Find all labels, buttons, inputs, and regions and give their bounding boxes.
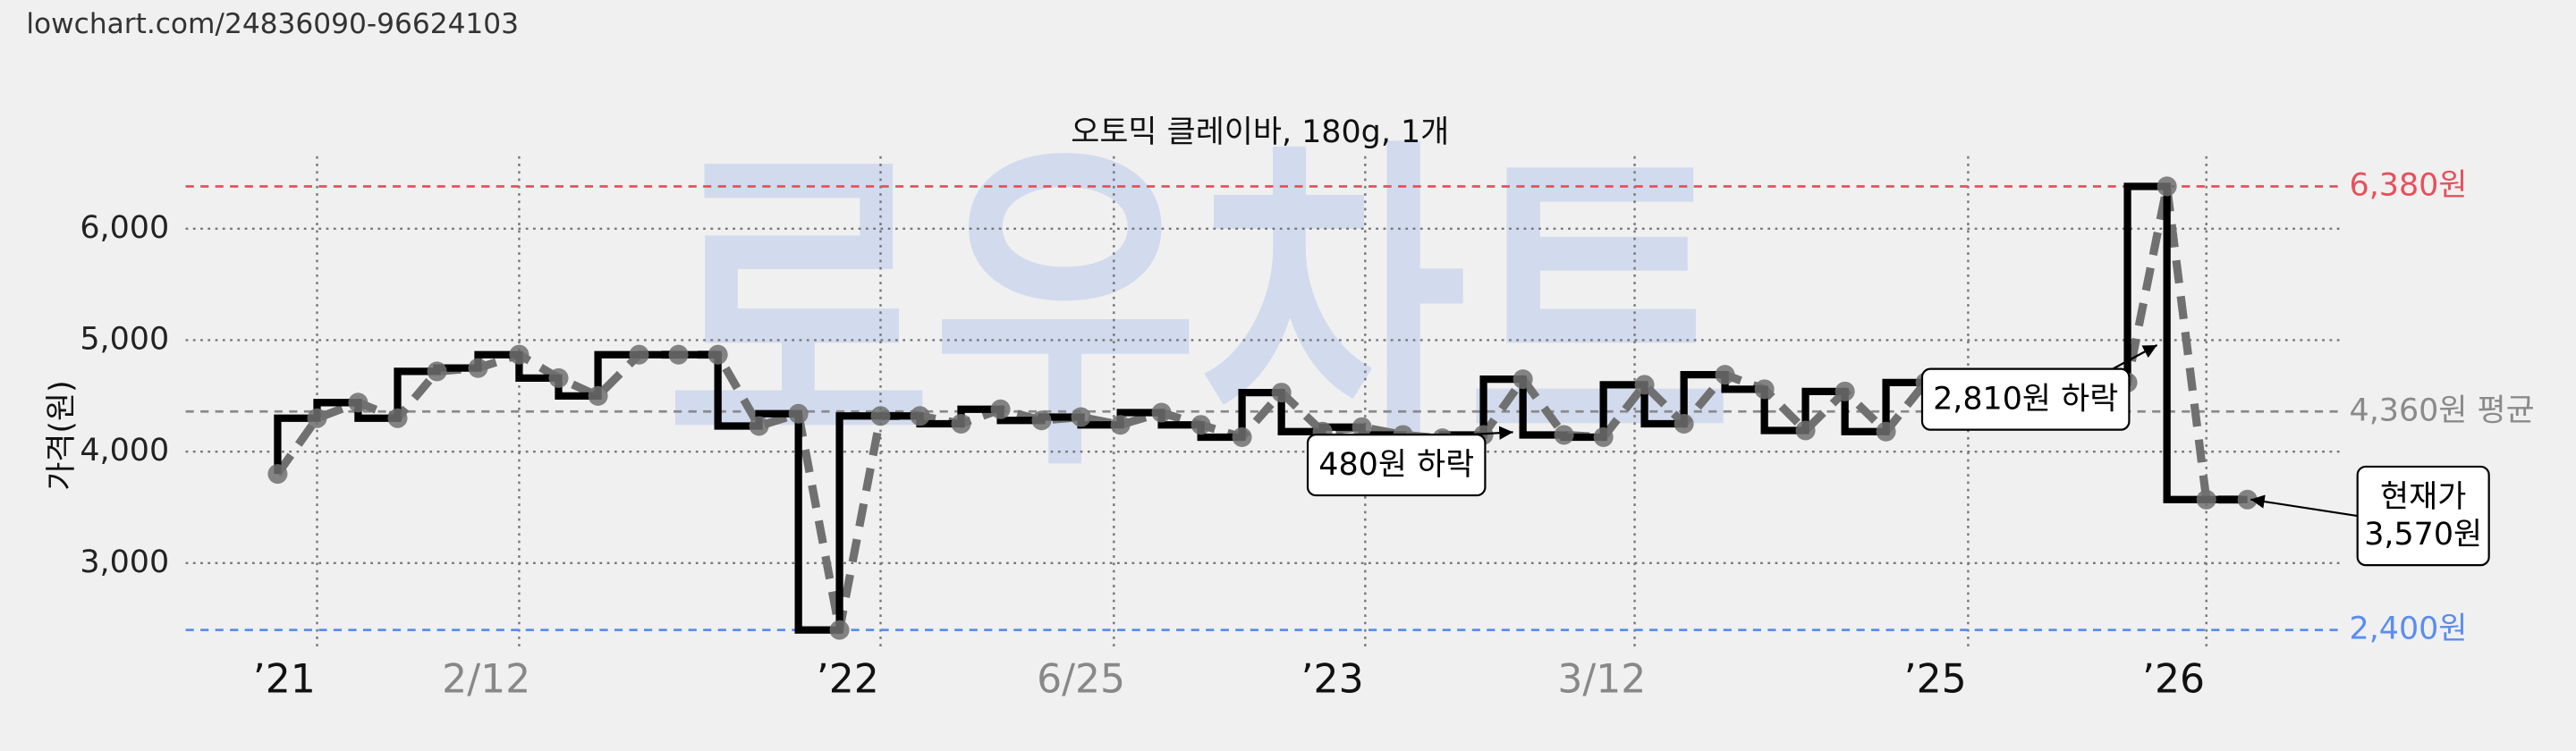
y-axis-label: 가격(원) [44, 380, 80, 490]
watermark: 로우차트 [665, 111, 1733, 512]
annotation-text: 3,570원 [2364, 517, 2482, 553]
price-point [1271, 383, 1292, 403]
annotation-arrow [2250, 494, 2358, 518]
price-point [548, 367, 569, 388]
price-point [2196, 489, 2216, 510]
price-point [348, 392, 369, 413]
chart-title: 오토믹 클레이바, 180g, 1개 [1071, 114, 1449, 150]
annotation: 2,810원 하락 [1920, 344, 2158, 431]
price-point [267, 464, 288, 485]
annotation-text: 2,810원 하락 [1933, 382, 2118, 418]
annotation-box [1306, 434, 1487, 497]
price-point [1795, 420, 1816, 441]
reference-label: 6,380원 [2350, 167, 2468, 203]
y-tick-label: 5,000 [80, 321, 169, 357]
price-point [1110, 415, 1131, 435]
price-point [629, 344, 649, 365]
price-point [910, 406, 930, 426]
price-point [2157, 176, 2177, 197]
y-tick-label: 6,000 [80, 210, 169, 246]
x-tick-label: ’21 [253, 657, 316, 703]
price-point [588, 385, 608, 406]
y-tick-label: 4,000 [80, 433, 169, 468]
price-point [1593, 426, 1614, 447]
price-point [829, 620, 850, 640]
price-point [1634, 375, 1655, 395]
price-point [1031, 410, 1052, 431]
reference-label: 4,360원 평균 [2350, 392, 2535, 428]
price-point [708, 344, 728, 365]
price-point [1232, 426, 1252, 447]
price-point [870, 406, 891, 426]
trend-line [274, 181, 2248, 635]
price-point [951, 413, 971, 435]
annotation-arrow [2112, 344, 2158, 370]
annotation-box [1920, 367, 2131, 431]
x-tick-label: ’22 [817, 657, 879, 703]
x-tick-label: ’25 [1904, 657, 1967, 703]
price-point [1754, 379, 1775, 400]
price-point [509, 344, 530, 365]
x-tick-label: 6/25 [1037, 657, 1125, 703]
price-point [1352, 417, 1372, 437]
price-point [749, 416, 769, 436]
y-tick-label: 3,000 [80, 544, 169, 580]
price-point [788, 403, 809, 424]
price-point [1071, 407, 1091, 427]
x-tick-label: 2/12 [442, 657, 530, 703]
x-tick-label: ’26 [2142, 657, 2205, 703]
annotation-text: 현재가 [2380, 479, 2466, 515]
x-tick-label: ’23 [1301, 657, 1364, 703]
price-point [468, 358, 488, 378]
x-tick-label: 3/12 [1557, 657, 1646, 703]
price-point [990, 399, 1011, 419]
price-point [387, 408, 408, 428]
price-point [307, 408, 327, 428]
price-point [668, 344, 689, 365]
price-point [1151, 402, 1172, 423]
price-point [1715, 365, 1735, 385]
price-point [1674, 413, 1694, 435]
price-point [427, 361, 447, 382]
price-point [1513, 369, 1533, 390]
price-point [1191, 415, 1211, 435]
price-point [1554, 425, 1574, 445]
reference-label: 2,400원 [2350, 612, 2468, 647]
price-point [1876, 421, 1896, 442]
annotation-text: 480원 하락 [1318, 447, 1474, 483]
source-url: lowchart.com/24836090-96624103 [26, 8, 519, 40]
price-point [1835, 381, 1855, 401]
annotation-box [2356, 465, 2490, 567]
annotation: 480원 하락 [1306, 426, 1513, 497]
